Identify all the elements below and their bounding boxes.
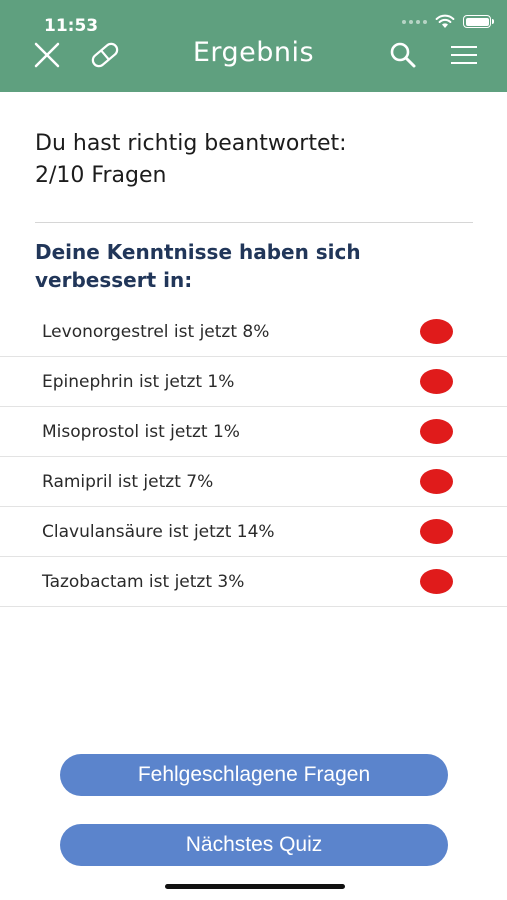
status-dot-icon [420,369,453,394]
result-summary: Du hast richtig beantwortet: 2/10 Fragen [35,128,475,192]
app-header: 11:53 Ergebnis [0,0,507,92]
list-item-label: Clavulansäure ist jetzt 14% [42,521,275,542]
status-dot-icon [420,469,453,494]
list-item: Epinephrin ist jetzt 1% [0,357,507,407]
improvements-heading: Deine Kenntnisse haben sich verbessert i… [35,240,361,292]
list-item-label: Levonorgestrel ist jetzt 8% [42,321,270,342]
list-item-label: Epinephrin ist jetzt 1% [42,371,235,392]
status-icons [402,14,494,29]
result-score: 2/10 Fragen [35,163,167,188]
list-item: Misoprostol ist jetzt 1% [0,407,507,457]
list-item: Clavulansäure ist jetzt 14% [0,507,507,557]
signal-icon [402,19,427,24]
list-item-label: Misoprostol ist jetzt 1% [42,421,240,442]
divider [35,222,473,223]
menu-icon [451,46,477,64]
status-dot-icon [420,419,453,444]
battery-icon [463,15,494,28]
status-time: 11:53 [44,16,99,36]
status-dot-icon [420,319,453,344]
list-item-label: Tazobactam ist jetzt 3% [42,571,245,592]
result-label: Du hast richtig beantwortet: [35,131,347,156]
close-button[interactable] [30,40,64,70]
status-dot-icon [420,569,453,594]
pill-button[interactable] [88,40,122,70]
list-item-label: Ramipril ist jetzt 7% [42,471,214,492]
page-title: Ergebnis [192,37,315,68]
list-item: Ramipril ist jetzt 7% [0,457,507,507]
wifi-icon [435,14,455,28]
list-item: Levonorgestrel ist jetzt 8% [0,307,507,357]
search-button[interactable] [386,40,420,70]
close-icon [34,42,60,68]
improvements-list: Levonorgestrel ist jetzt 8% Epinephrin i… [0,307,507,607]
menu-button[interactable] [447,40,481,70]
search-icon [390,42,416,68]
list-item: Tazobactam ist jetzt 3% [0,557,507,607]
failed-questions-button[interactable]: Fehlgeschlagene Fragen [60,754,448,796]
pill-icon [91,42,119,68]
next-quiz-button[interactable]: Nächstes Quiz [60,824,448,866]
status-dot-icon [420,519,453,544]
home-indicator [165,884,345,889]
